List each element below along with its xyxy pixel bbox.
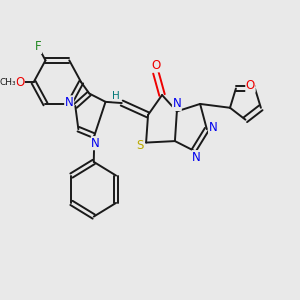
Text: F: F (35, 40, 41, 53)
Text: O: O (15, 76, 24, 89)
Text: N: N (208, 121, 217, 134)
Text: N: N (92, 137, 100, 150)
Text: N: N (65, 96, 74, 109)
Text: S: S (136, 139, 144, 152)
Text: O: O (151, 59, 160, 72)
Text: N: N (172, 98, 181, 110)
Text: O: O (246, 79, 255, 92)
Text: N: N (192, 151, 201, 164)
Text: H: H (112, 91, 120, 100)
Text: CH₃: CH₃ (0, 78, 16, 87)
